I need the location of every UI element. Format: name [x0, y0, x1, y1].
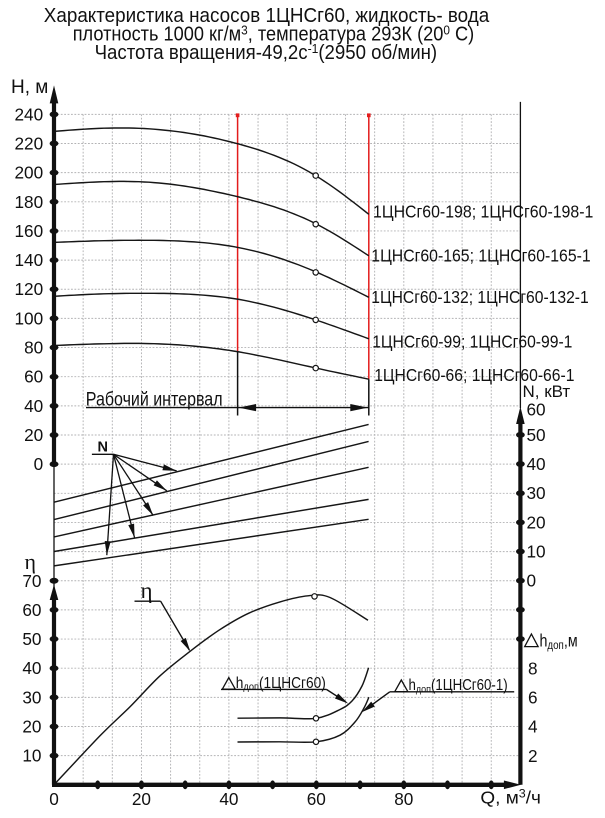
svg-text:N, кВт: N, кВт [523, 382, 571, 401]
svg-text:1ЦНСг60-198; 1ЦНСг60-198-1: 1ЦНСг60-198; 1ЦНСг60-198-1 [373, 202, 593, 222]
svg-text:Рабочий интервал: Рабочий интервал [86, 388, 223, 410]
svg-text:120: 120 [15, 279, 44, 299]
svg-text:1ЦНСг60-165; 1ЦНСг60-165-1: 1ЦНСг60-165; 1ЦНСг60-165-1 [371, 246, 590, 266]
svg-text:20: 20 [132, 789, 151, 809]
svg-text:40: 40 [24, 396, 43, 416]
svg-text:0: 0 [527, 571, 537, 591]
svg-text:4: 4 [528, 717, 538, 737]
svg-text:60: 60 [307, 789, 326, 809]
svg-text:70: 70 [22, 571, 41, 591]
svg-text:80: 80 [24, 338, 43, 358]
svg-text:N: N [98, 439, 108, 455]
svg-text:η: η [25, 549, 37, 574]
svg-text:Н, м: Н, м [11, 77, 48, 98]
svg-text:hдоп(1ЦНСг60-1): hдоп(1ЦНСг60-1) [409, 677, 508, 695]
svg-text:Характеристика насосов 1ЦНСг60: Характеристика насосов 1ЦНСг60, жидкость… [44, 5, 490, 28]
svg-text:60: 60 [527, 400, 546, 420]
svg-text:60: 60 [24, 367, 43, 387]
svg-text:240: 240 [15, 104, 44, 124]
svg-text:180: 180 [15, 192, 44, 212]
svg-text:8: 8 [528, 658, 538, 678]
svg-text:1ЦНСг60-99; 1ЦНСг60-99-1: 1ЦНСг60-99; 1ЦНСг60-99-1 [372, 331, 572, 351]
svg-text:220: 220 [15, 134, 44, 154]
svg-text:1ЦНСг60-66; 1ЦНСг60-66-1: 1ЦНСг60-66; 1ЦНСг60-66-1 [374, 365, 574, 385]
svg-text:20: 20 [22, 717, 41, 737]
svg-text:20: 20 [527, 512, 546, 532]
svg-text:50: 50 [22, 629, 41, 649]
svg-text:50: 50 [527, 425, 546, 445]
svg-text:Q, м3/ч: Q, м3/ч [480, 787, 541, 807]
svg-text:2: 2 [528, 746, 538, 766]
svg-text:60: 60 [22, 600, 41, 620]
svg-text:η: η [141, 578, 153, 603]
svg-text:40: 40 [219, 789, 238, 809]
svg-text:плотность 1000 кг/м3, температ: плотность 1000 кг/м3, температура 293К (… [73, 23, 475, 46]
svg-text:30: 30 [527, 483, 546, 503]
svg-text:40: 40 [527, 454, 546, 474]
svg-text:200: 200 [15, 163, 44, 183]
svg-text:30: 30 [22, 687, 41, 707]
svg-text:Частота вращения-49,2с-1(2950: Частота вращения-49,2с-1(2950 об/мин) [95, 42, 438, 65]
svg-text:100: 100 [15, 308, 44, 328]
svg-text:20: 20 [24, 425, 43, 445]
svg-text:6: 6 [528, 688, 538, 708]
svg-text:40: 40 [22, 658, 41, 678]
svg-text:0: 0 [34, 454, 44, 474]
svg-text:140: 140 [15, 250, 44, 270]
svg-text:0: 0 [49, 789, 59, 809]
svg-text:hдоп(1ЦНСг60): hдоп(1ЦНСг60) [236, 675, 326, 693]
svg-text:160: 160 [15, 221, 44, 241]
svg-text:10: 10 [22, 746, 41, 766]
svg-text:1ЦНСг60-132; 1ЦНСг60-132-1: 1ЦНСг60-132; 1ЦНСг60-132-1 [371, 287, 588, 307]
svg-text:80: 80 [394, 789, 413, 809]
svg-text:10: 10 [527, 542, 546, 562]
